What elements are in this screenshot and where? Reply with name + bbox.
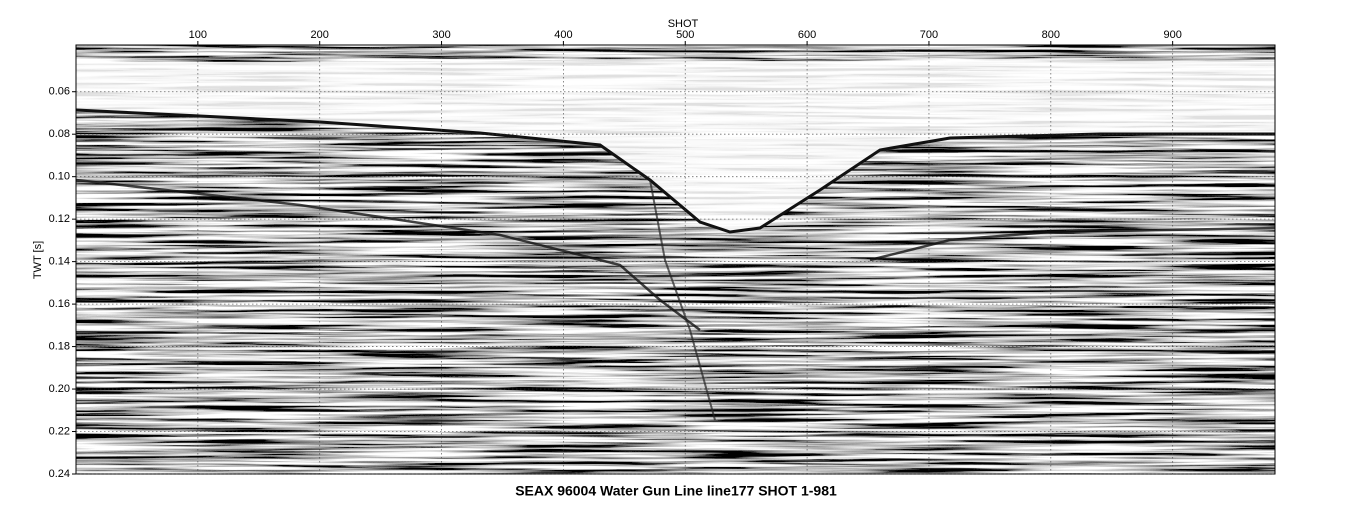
y-tick-label: 0.24	[49, 468, 70, 480]
y-tick-label: 0.16	[49, 298, 70, 310]
y-tick-label: 0.08	[49, 128, 70, 140]
x-axis-label: SHOT	[668, 18, 699, 30]
y-tick-label: 0.12	[49, 213, 70, 225]
x-tick-label: 500	[676, 29, 694, 41]
fault	[649, 179, 716, 421]
x-tick-label: 300	[432, 29, 450, 41]
seafloor-reflector	[76, 108, 1275, 234]
x-tick-label: 600	[798, 29, 816, 41]
y-tick-label: 0.14	[49, 256, 70, 268]
water-column	[76, 60, 1275, 232]
plot-frame	[75, 44, 1276, 475]
x-tick-label: 900	[1163, 29, 1181, 41]
x-tick-label: 100	[189, 29, 207, 41]
y-tick-label: 0.18	[49, 340, 70, 352]
x-tick-label: 800	[1042, 29, 1060, 41]
x-tick-label: 700	[920, 29, 938, 41]
y-tick-label: 0.20	[49, 383, 70, 395]
seismic-section	[76, 45, 1275, 474]
deep-reflector	[869, 226, 1275, 262]
y-tick-label: 0.22	[49, 425, 70, 437]
y-axis-label: TWT [s]	[32, 241, 44, 279]
y-tick-label: 0.06	[49, 86, 70, 98]
x-tick-label: 400	[554, 29, 572, 41]
x-tick-label: 200	[311, 29, 329, 41]
y-tick-label: 0.10	[49, 171, 70, 183]
deep-reflector	[76, 178, 701, 331]
chart-title: SEAX 96004 Water Gun Line line177 SHOT 1…	[515, 483, 837, 499]
